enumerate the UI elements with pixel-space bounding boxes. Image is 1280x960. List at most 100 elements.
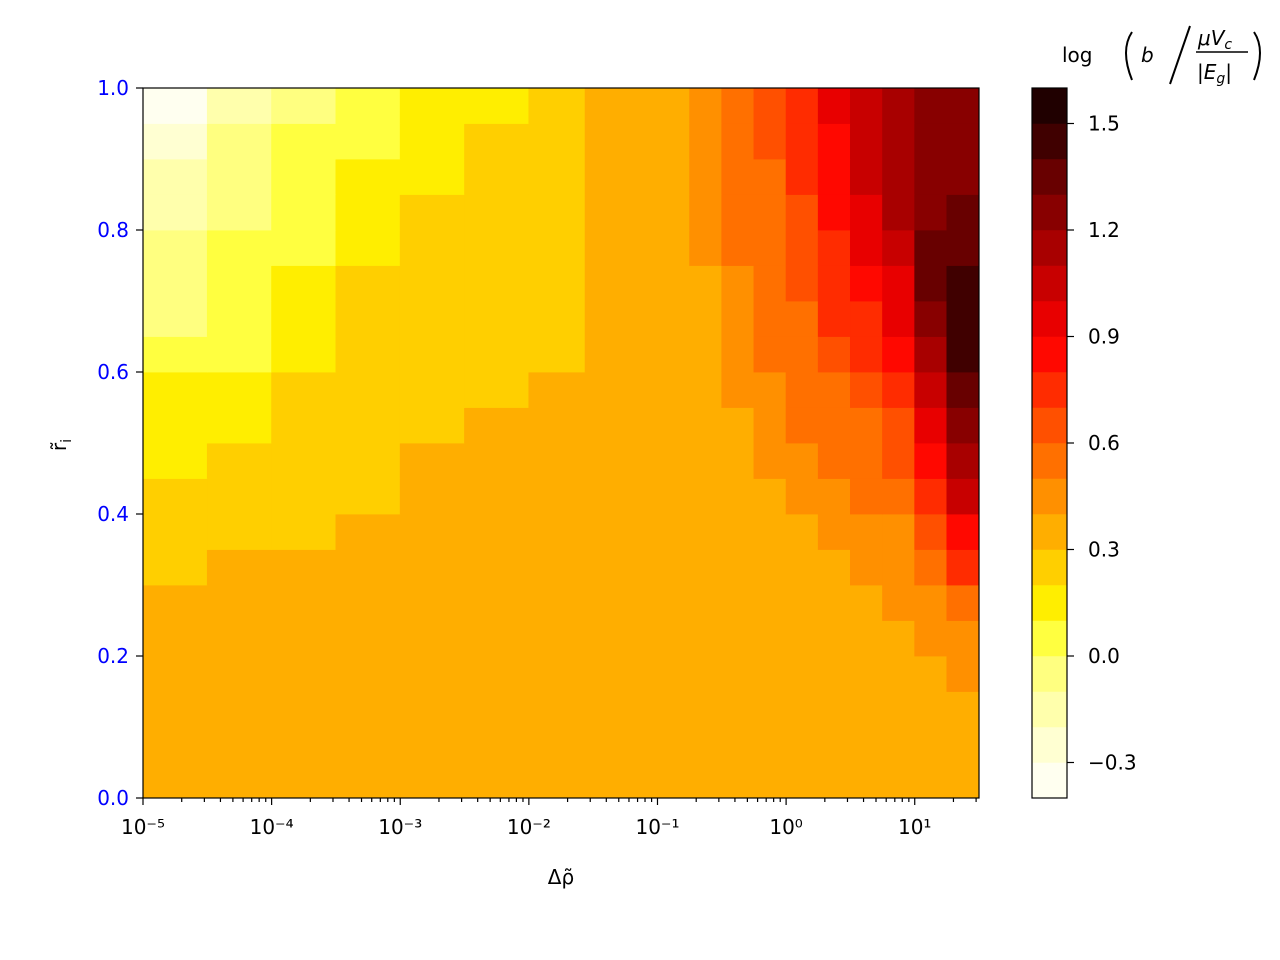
contour-cell [271, 300, 337, 337]
contour-cell [882, 371, 916, 408]
contour-cell [914, 726, 948, 763]
contour-cell [584, 194, 626, 231]
contour-cell [689, 620, 723, 657]
contour-cell [142, 478, 208, 515]
colorbar-band [1031, 691, 1068, 728]
contour-cell [528, 726, 586, 763]
contour-cell [850, 336, 883, 373]
colorbar-tick-label: 1.2 [1088, 218, 1120, 242]
contour-cell [785, 726, 819, 763]
contour-cell [399, 762, 465, 799]
contour-cell [689, 300, 723, 337]
contour-cell [689, 407, 723, 444]
y-tick-label: 0.2 [97, 644, 129, 668]
contour-cell [206, 549, 273, 586]
contour-cell [657, 655, 691, 692]
contour-cell [528, 300, 586, 337]
contour-cell [528, 584, 586, 621]
contour-cell [335, 442, 401, 479]
contour-cell [753, 513, 787, 550]
contour-cell [584, 726, 626, 763]
contour-cell [584, 620, 626, 657]
contour-cell [914, 194, 948, 231]
paren-left [1125, 31, 1133, 81]
contour-cell [914, 478, 948, 515]
contour-cell [850, 584, 883, 621]
contour-cell [528, 407, 586, 444]
contour-cell [689, 87, 723, 124]
contour-cell [271, 726, 337, 763]
contour-cell [624, 158, 658, 195]
contour-cell [721, 371, 755, 408]
colorbar-band [1031, 655, 1068, 692]
contour-cell [399, 229, 465, 266]
contour-cell [206, 87, 273, 124]
contour-cell [882, 549, 916, 586]
colorbar-band [1031, 300, 1068, 337]
contour-cell [721, 300, 755, 337]
contour-cell [753, 726, 787, 763]
contour-cell [689, 513, 723, 550]
contour-cell [584, 123, 626, 160]
contour-cell [882, 691, 916, 728]
colorbar-band [1031, 442, 1068, 479]
colorbar-label-num: μVc [1197, 26, 1232, 53]
contour-cell [624, 229, 658, 266]
contour-cell [142, 158, 208, 195]
y-axis-label-main: r̃ [47, 442, 71, 451]
colorbar-tick-label: 0.6 [1088, 431, 1120, 455]
contour-cell [584, 158, 626, 195]
contour-cell [399, 726, 465, 763]
contour-cell [271, 336, 337, 373]
contour-cell [914, 762, 948, 799]
contour-cell [464, 158, 530, 195]
colorbar-band [1031, 336, 1068, 373]
contour-cell [946, 762, 980, 799]
contour-cell [206, 620, 273, 657]
contour-cell [657, 762, 691, 799]
colorbar-tick-label: −0.3 [1088, 751, 1137, 775]
contour-cell [689, 762, 723, 799]
contour-cell [946, 549, 980, 586]
contour-cell [464, 584, 530, 621]
contour-cell [753, 762, 787, 799]
contour-cell [464, 407, 530, 444]
contour-cell [399, 442, 465, 479]
contour-cell [206, 655, 273, 692]
contour-cell [528, 513, 586, 550]
contour-cell [335, 300, 401, 337]
contour-cell [850, 194, 883, 231]
contour-cell [850, 762, 883, 799]
contour-cell [624, 762, 658, 799]
contour-cell [657, 726, 691, 763]
contour-cell [689, 584, 723, 621]
contour-cell [657, 123, 691, 160]
contour-cell [785, 229, 819, 266]
contour-field [142, 87, 980, 799]
contour-cell [850, 478, 883, 515]
contour-cell [528, 158, 586, 195]
contour-cell [528, 478, 586, 515]
contour-cell [271, 407, 337, 444]
contour-cell [335, 194, 401, 231]
contour-cell [721, 549, 755, 586]
contour-cell [657, 407, 691, 444]
contour-cell [528, 123, 586, 160]
contour-cell [271, 123, 337, 160]
contour-cell [624, 691, 658, 728]
contour-cell [528, 371, 586, 408]
contour-cell [271, 655, 337, 692]
x-tick-label: 10¹ [898, 815, 931, 839]
contour-cell [914, 620, 948, 657]
contour-cell [721, 442, 755, 479]
contour-cell [850, 620, 883, 657]
contour-cell [624, 655, 658, 692]
contour-cell [624, 584, 658, 621]
contour-cell [753, 123, 787, 160]
contour-cell [142, 762, 208, 799]
contour-cell [399, 371, 465, 408]
contour-cell [657, 620, 691, 657]
contour-cell [753, 584, 787, 621]
contour-cell [914, 300, 948, 337]
colorbar-label: log b μVc |Eg| [1062, 25, 1261, 87]
